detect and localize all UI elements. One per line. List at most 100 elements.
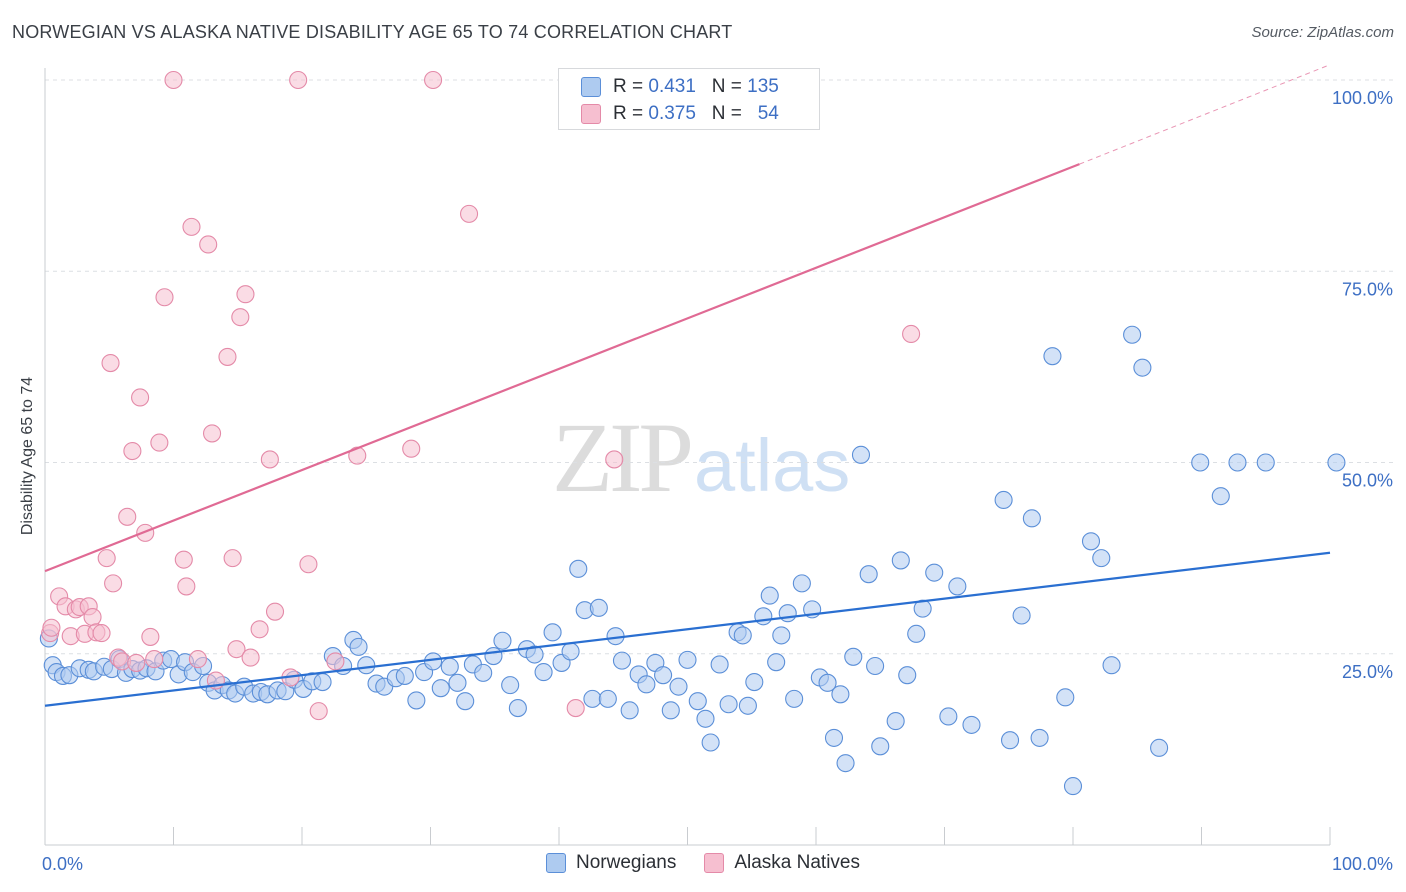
norwegian-point	[818, 673, 837, 692]
norwegian-point	[1022, 509, 1041, 528]
norwegian-point	[407, 691, 426, 710]
norwegian-point	[851, 445, 871, 464]
gridlines	[45, 79, 1393, 655]
alaska-native-point	[118, 507, 137, 526]
chart-title: NORWEGIAN VS ALASKA NATIVE DISABILITY AG…	[12, 22, 733, 42]
norwegian-point	[866, 656, 885, 676]
norwegian-point	[719, 695, 738, 714]
alaska-native-point	[177, 577, 196, 596]
alaska-native-point	[326, 652, 345, 671]
series-label-alaska-natives: Alaska Natives	[734, 852, 860, 873]
norwegian-point	[669, 677, 688, 696]
alaska-native-point	[299, 555, 318, 574]
series-legend-alaska-natives: Alaska Natives	[704, 852, 860, 874]
norwegian-point	[745, 673, 764, 692]
norwegian-point	[1081, 532, 1101, 551]
alaska-native-point	[83, 607, 102, 627]
alaska-native-point	[309, 702, 328, 721]
alaska-native-point	[902, 324, 921, 344]
norwegian-point	[767, 653, 786, 672]
norwegian-point	[561, 642, 580, 661]
series-swatch-pink	[704, 853, 725, 873]
norwegian-point	[583, 689, 602, 708]
alaska-native-point	[605, 450, 624, 469]
x-tick-label-max: 100.0%	[1332, 854, 1393, 874]
norwegian-point	[456, 692, 475, 711]
alaska-native-point	[141, 627, 160, 646]
norwegian-point	[844, 647, 863, 666]
series-swatch-blue	[546, 853, 566, 873]
norwegian-point	[962, 715, 981, 734]
alaska-native-point	[104, 574, 123, 593]
norwegian-point	[534, 663, 553, 682]
norwegian-point	[792, 574, 811, 593]
legend-n-label: N =	[711, 103, 742, 124]
norwegian-point	[1012, 606, 1031, 625]
alaska-native-point	[250, 620, 269, 639]
norwegian-point	[357, 656, 376, 675]
norwegian-point	[710, 655, 729, 674]
norwegian-point	[688, 692, 707, 711]
legend-r-label: R =	[613, 103, 644, 124]
norwegian-point	[501, 676, 520, 695]
legend-r-label: R =	[613, 76, 644, 97]
norwegian-point	[891, 551, 910, 570]
norwegian-point	[824, 728, 844, 747]
watermark-atlas: atlas	[694, 424, 851, 507]
norwegian-point	[1150, 738, 1169, 757]
norwegian-point	[778, 604, 797, 623]
norwegian-point	[1327, 453, 1346, 472]
alaska-native-point	[123, 441, 142, 461]
norwegian-point	[898, 666, 917, 685]
source-credit: Source: ZipAtlas.com	[1251, 24, 1394, 41]
axes	[44, 68, 1331, 846]
norwegian-point	[448, 673, 467, 692]
norwegian-point	[678, 650, 697, 669]
norwegian-point	[395, 666, 414, 685]
norwegian-point	[925, 563, 944, 582]
alaska-native-point	[424, 70, 443, 90]
legend-n-value: 54	[757, 103, 779, 124]
alaska-native-point	[92, 624, 111, 643]
norwegian-point	[939, 707, 958, 726]
alaska-native-point	[145, 650, 164, 669]
alaska-native-point	[150, 433, 169, 452]
alaska-native-point	[289, 70, 308, 90]
alaska-native-point	[236, 285, 255, 304]
alaska-native-point	[42, 618, 61, 637]
alaska-native-point	[260, 450, 279, 469]
norwegian-point	[1063, 777, 1083, 796]
norwegian-point	[994, 490, 1013, 510]
legend-n-label: N =	[711, 76, 742, 97]
norwegian-point	[871, 737, 890, 756]
norwegian-point	[493, 631, 512, 650]
legend-swatch-blue	[581, 77, 601, 97]
norwegian-point	[785, 689, 804, 708]
alaska-native-point	[566, 699, 585, 718]
norwegian-point	[948, 577, 967, 596]
norwegian-point	[1000, 731, 1020, 750]
norwegian-point	[907, 624, 926, 643]
norwegian-point	[913, 599, 932, 618]
norwegian-point	[484, 646, 503, 666]
norwegian-point	[474, 663, 493, 682]
y-tick-label: 25.0%	[1342, 662, 1393, 682]
alaska-native-point	[155, 288, 174, 307]
alaska-native-point	[218, 347, 237, 366]
norwegian-point	[313, 673, 332, 692]
norwegian-point	[760, 586, 779, 605]
alaska-natives-trend-line	[44, 163, 1080, 573]
norwegian-point	[772, 626, 791, 645]
alaska-native-point	[188, 650, 207, 669]
legend-r-value: 0.431	[648, 76, 696, 97]
legend-swatch-pink	[581, 104, 601, 124]
norwegian-point	[733, 626, 752, 645]
norwegian-point	[637, 675, 656, 694]
tick-labels: 25.0% 50.0% 75.0% 100.0% 0.0% 100.0%	[42, 88, 1393, 874]
alaska-native-point	[265, 602, 285, 621]
norwegian-point	[696, 709, 715, 728]
alaska-native-point	[223, 549, 242, 568]
norwegian-point	[440, 657, 459, 676]
norwegian-point	[1211, 487, 1230, 506]
series-legend: Norwegians Alaska Natives	[0, 852, 1406, 874]
